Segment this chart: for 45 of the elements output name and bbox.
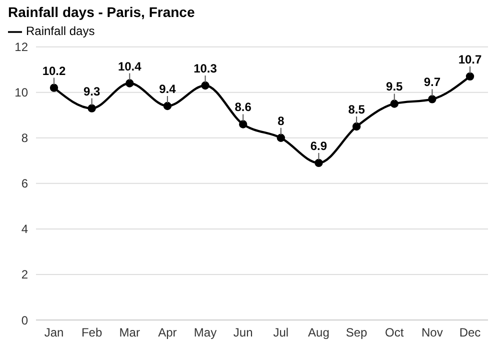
x-tick-label: Jan [44, 326, 64, 340]
data-label: 8.6 [234, 100, 252, 114]
x-tick-label: May [194, 326, 217, 340]
data-label: 10.4 [118, 59, 142, 74]
point [352, 122, 361, 131]
data-label: 8.5 [348, 102, 366, 117]
data-label: 10.2 [42, 64, 66, 78]
y-tick-label: 0 [21, 313, 28, 328]
point [238, 120, 248, 128]
point [428, 95, 436, 104]
x-tick-label: Jun [233, 326, 253, 340]
data-label: 6.9 [310, 138, 328, 153]
data-label: 9.4 [159, 82, 176, 96]
data-label: 10.3 [194, 62, 218, 76]
x-tick-label: Jul [273, 326, 289, 340]
x-tick-label: Nov [422, 326, 443, 340]
point [201, 81, 210, 90]
y-tick-label: 10 [14, 86, 28, 100]
data-label: 9.7 [424, 75, 441, 90]
y-tick-label: 4 [21, 222, 28, 236]
x-tick-label: Aug [308, 326, 330, 340]
x-tick-label: Feb [81, 326, 102, 340]
chart-title: Rainfall days - Paris, France [8, 4, 195, 20]
point [466, 72, 474, 81]
x-tick-label: Apr [158, 326, 177, 340]
point [126, 79, 134, 88]
point [50, 84, 58, 92]
x-tick-label: Oct [385, 326, 404, 340]
y-tick-label: 2 [21, 268, 28, 282]
data-label: 10.7 [458, 52, 482, 66]
x-tick-label: Mar [119, 326, 140, 340]
legend-label: Rainfall days [26, 24, 95, 38]
point [276, 134, 286, 142]
y-tick-label: 6 [21, 176, 28, 191]
data-label: 9.3 [83, 84, 100, 98]
x-tick-label: Sep [346, 326, 368, 340]
point [88, 104, 96, 112]
point [390, 100, 398, 108]
data-label: 9.5 [386, 80, 404, 94]
x-tick-label: Dec [459, 326, 481, 340]
y-tick-label: 12 [14, 40, 28, 54]
data-label: 8 [278, 114, 285, 128]
y-tick-label: 8 [21, 131, 28, 146]
point [163, 102, 172, 110]
point [314, 158, 323, 168]
